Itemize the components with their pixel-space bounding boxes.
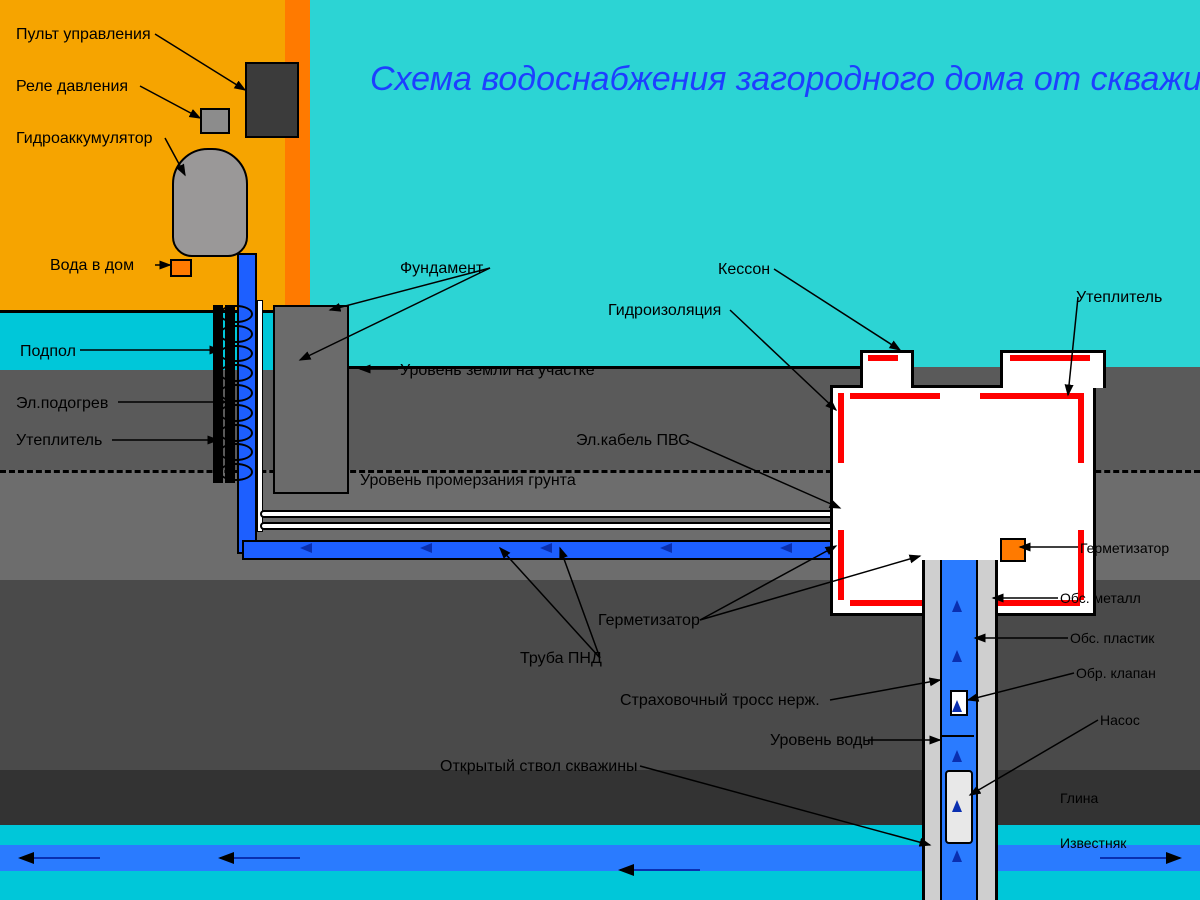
pointer-line	[300, 268, 490, 360]
pointer-line	[970, 720, 1098, 795]
pointer-line	[700, 556, 920, 620]
pointer-line	[1068, 297, 1078, 395]
pointer-line	[330, 268, 490, 310]
pointer-line	[700, 546, 836, 620]
pointer-line	[830, 680, 940, 700]
pointer-line	[968, 673, 1074, 700]
pointer-line	[155, 34, 245, 90]
pointer-line	[640, 766, 930, 845]
pointer-line	[774, 269, 900, 350]
diagram-root: Схема водоснабжения загородного дома от …	[0, 0, 1200, 900]
pointer-line	[165, 138, 185, 175]
pointer-line	[140, 86, 200, 118]
pointer-overlay	[0, 0, 1200, 900]
pointer-line	[686, 440, 840, 508]
pointer-line	[560, 548, 600, 658]
pointer-line	[730, 310, 836, 410]
pointer-line	[500, 548, 600, 658]
